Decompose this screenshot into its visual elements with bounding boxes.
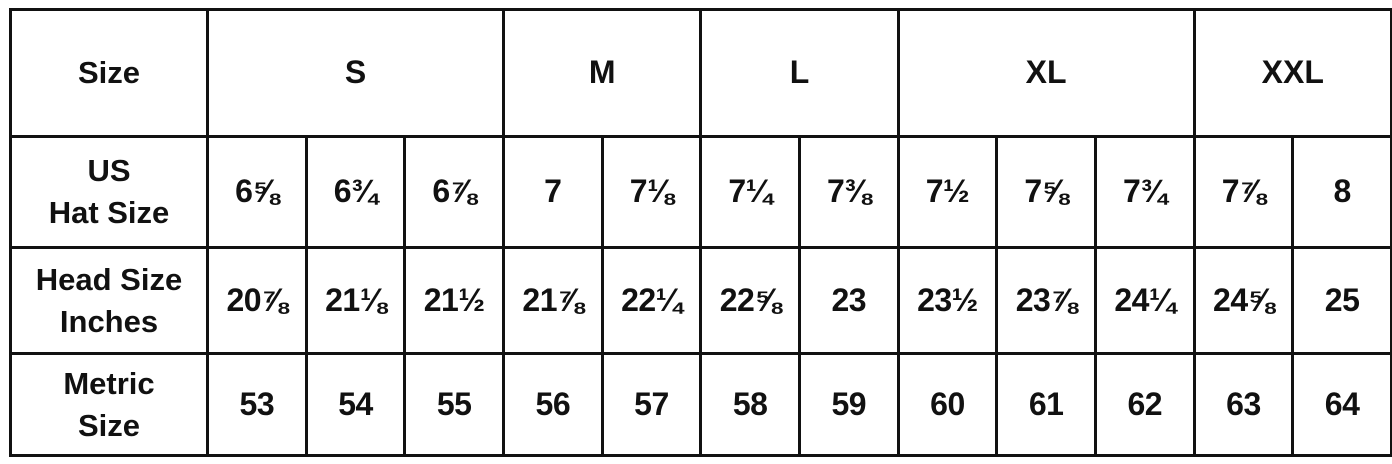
table-cell: 62: [1093, 352, 1196, 457]
row-label-line: Metric: [63, 365, 155, 401]
table-row: US Hat Size 6⅝ 6¾ 6⅞ 7 7⅛ 7¼ 7⅜ 7½ 7⅝ 7¾ 7⅞ 8: [9, 135, 1392, 249]
table-cell: 6¾: [304, 135, 407, 249]
table-cell: 7: [501, 135, 604, 249]
size-group-s: S: [206, 8, 505, 138]
table-cell: 21⅞: [501, 246, 604, 355]
table-cell: 24¼: [1093, 246, 1196, 355]
table-cell: 55: [403, 352, 505, 457]
size-header-row: Size S M L XL XXL: [9, 8, 1392, 138]
table-cell: 54: [304, 352, 407, 457]
table-cell: 25: [1291, 246, 1392, 355]
table-cell: 21⅛: [304, 246, 407, 355]
size-group-m: M: [501, 8, 703, 138]
table-cell: 23⅞: [995, 246, 1097, 355]
table-cell: 21½: [403, 246, 505, 355]
row-label-line: Size: [77, 407, 141, 443]
table-cell: 7¾: [1093, 135, 1196, 249]
table-cell: 58: [699, 352, 801, 457]
table-cell: 7⅛: [600, 135, 703, 249]
table-cell: 23½: [896, 246, 999, 355]
size-header-label: Size: [9, 8, 209, 138]
table-cell: 59: [797, 352, 900, 457]
row-label: Head Size Inches: [9, 246, 209, 355]
size-group-l: L: [699, 8, 900, 138]
table-cell: 8: [1291, 135, 1392, 249]
size-group-xxl: XXL: [1192, 8, 1392, 138]
size-group-xl: XL: [896, 8, 1196, 138]
row-label: US Hat Size: [9, 135, 209, 249]
table-cell: 64: [1291, 352, 1392, 457]
table-cell: 56: [501, 352, 604, 457]
row-label-line: Hat Size: [48, 195, 170, 230]
table-cell: 60: [896, 352, 999, 457]
table-row: Head Size Inches 20⅞ 21⅛ 21½ 21⅞ 22¼ 22⅝ 23 23½ 23…: [9, 246, 1392, 355]
table-cell: 57: [600, 352, 703, 457]
table-cell: 7¼: [699, 135, 801, 249]
table-cell: 22⅝: [699, 246, 801, 355]
row-label-line: US: [87, 153, 131, 189]
table-cell: 7⅜: [797, 135, 900, 249]
table-cell: 6⅞: [403, 135, 505, 249]
table-cell: 61: [995, 352, 1097, 457]
row-label-line: Inches: [59, 303, 159, 339]
table-cell: 7½: [896, 135, 999, 249]
row-label-line: Head Size: [35, 261, 183, 297]
table-cell: 7⅝: [995, 135, 1097, 249]
hat-size-chart: Size S M L XL XXL US Hat Size 6⅝ 6¾ 6⅞ 7 7⅛ 7¼ 7…: [9, 8, 1392, 457]
table-cell: 6⅝: [206, 135, 308, 249]
table-row: Metric Size 53 54 55 56 57 58 59 60 61 62 63 64: [9, 352, 1392, 457]
row-label: Metric Size: [9, 352, 209, 457]
table-cell: 23: [797, 246, 900, 355]
table-cell: 63: [1192, 352, 1295, 457]
table-cell: 53: [206, 352, 308, 457]
table-cell: 22¼: [600, 246, 703, 355]
table-cell: 20⅞: [206, 246, 308, 355]
table-cell: 7⅞: [1192, 135, 1295, 249]
table-cell: 24⅝: [1192, 246, 1295, 355]
